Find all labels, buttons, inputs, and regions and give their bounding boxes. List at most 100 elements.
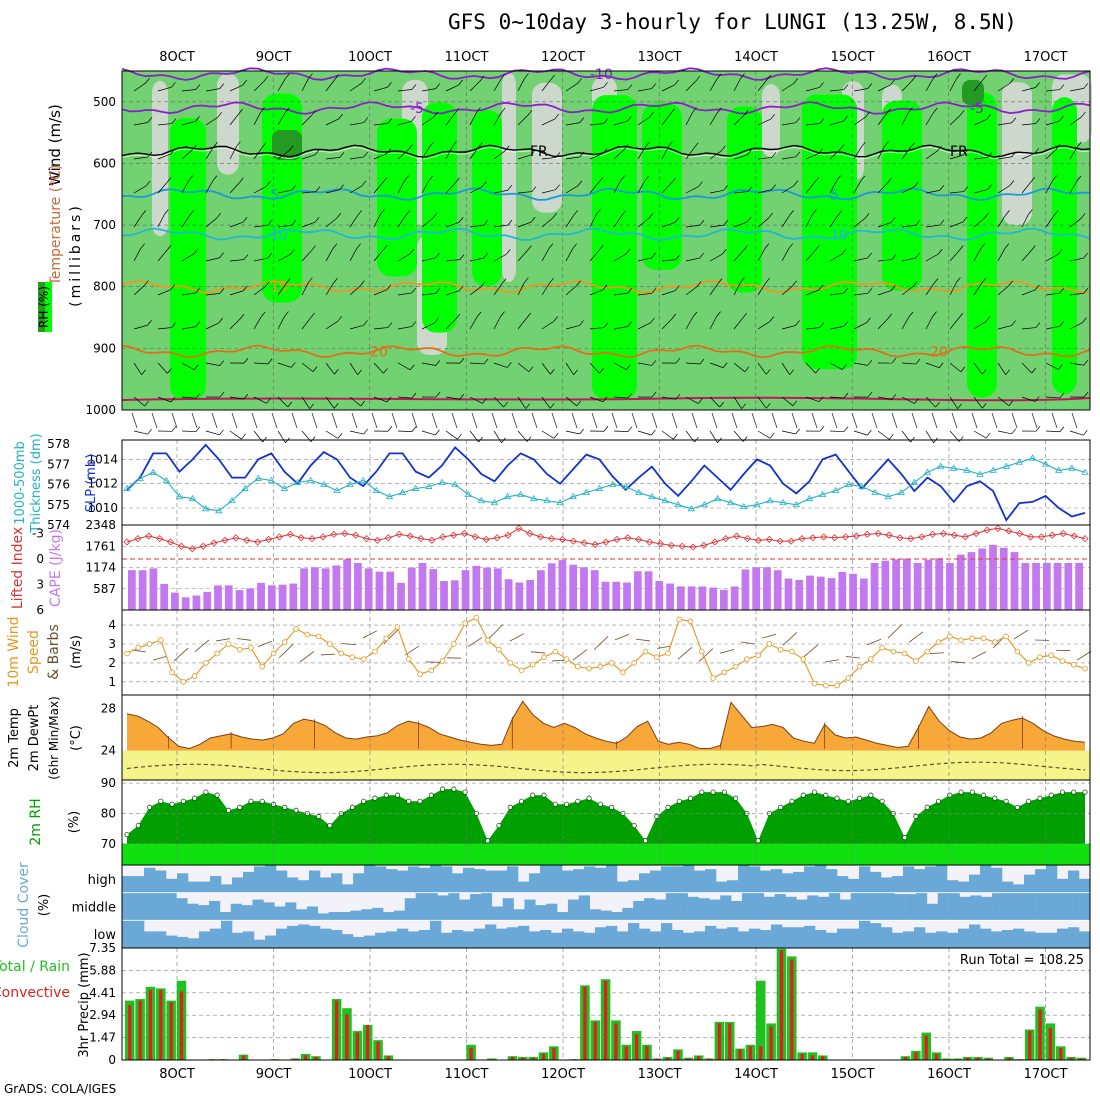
wind-barb: [877, 290, 892, 296]
cloud-bar-middle: [709, 899, 721, 921]
wind-barb: [685, 186, 699, 194]
wind-speed-point: [992, 639, 998, 645]
wind-barb: [723, 185, 729, 191]
cape-tick-label: 2348: [85, 518, 116, 532]
cloud-bar-middle: [122, 892, 134, 921]
wind-barb: [867, 391, 873, 398]
date-label-bottom: 17OCT: [1024, 1067, 1068, 1082]
wind-barb: [308, 73, 313, 79]
wind-barb: [853, 218, 866, 228]
wind-barb: [334, 74, 339, 81]
li-point: [373, 536, 381, 544]
wind-barb: [603, 426, 609, 432]
wind-barb: [795, 117, 801, 123]
wind-barb: [527, 245, 532, 251]
wind-barb: [1045, 89, 1060, 92]
wind-tick-label: 2: [108, 656, 116, 670]
cloud-bar-high: [540, 865, 552, 893]
li-point: [678, 542, 686, 550]
wind-barb-10m: [467, 637, 483, 647]
wind-barb: [853, 146, 862, 160]
wind-barb: [1083, 391, 1089, 398]
surface-wind-barb: [471, 412, 478, 429]
wind-barb: [363, 151, 369, 158]
cape-bar: [870, 562, 879, 610]
cloud-bar-high: [573, 869, 585, 893]
wind-barb: [843, 426, 849, 432]
wind-barb: [218, 317, 223, 324]
rh2m-point: [327, 822, 333, 829]
wind-barb: [962, 216, 968, 223]
wind-barb: [949, 78, 957, 92]
li-point: [319, 533, 327, 541]
wind-barb: [337, 316, 342, 322]
cloud-bar-low: [606, 925, 618, 948]
wind-barb: [1005, 210, 1010, 216]
wind-barb: [637, 362, 652, 366]
wind-barb: [181, 362, 195, 371]
cloud-bar-high: [364, 865, 376, 893]
rh-saturated-region: [962, 80, 984, 105]
wind-barb: [645, 141, 650, 148]
wind-barb: [589, 214, 597, 228]
wind-barb: [997, 396, 1010, 407]
wind-speed-point: [969, 635, 976, 642]
wind-barb: [579, 428, 584, 435]
cape-bar: [666, 583, 674, 610]
wind-barb: [1055, 144, 1061, 150]
thickness-tick-label: 574: [47, 518, 70, 532]
wind-barb: [741, 403, 746, 409]
thickness-point: [753, 500, 761, 508]
wind-barb: [170, 148, 176, 154]
cloud-bar-high: [661, 866, 673, 893]
rh-dry-region: [1002, 82, 1032, 226]
wind-barb: [716, 73, 722, 80]
wind-barb: [253, 316, 262, 330]
wind-barb: [675, 285, 680, 291]
cape-bar: [397, 582, 405, 610]
cape-bar: [569, 564, 578, 610]
wind-barb: [939, 219, 945, 226]
cloud-bar-high: [584, 866, 596, 893]
precip-convective-bar: [603, 980, 608, 1060]
rh2m-point: [1014, 804, 1020, 810]
wind-barb: [925, 253, 939, 262]
cloud-bar-low: [419, 930, 431, 948]
wind-barb: [651, 360, 657, 366]
cloud-bar-low: [397, 928, 409, 948]
wind-barb: [627, 392, 633, 399]
cloud-bar-high: [342, 884, 354, 893]
surface-wind-barb: [271, 412, 278, 429]
thickness-point: [976, 470, 984, 477]
thickness-point: [858, 482, 866, 489]
wind-barb: [229, 182, 240, 194]
cloud-bar-high: [1079, 878, 1091, 893]
wind-barb: [373, 396, 388, 403]
cape-bar: [698, 586, 707, 610]
wind-speed-point: [214, 650, 220, 657]
wind-barb-10m: [530, 651, 546, 654]
cloud-bar-high: [859, 866, 871, 893]
wind-barb: [740, 73, 745, 79]
wind-barb: [435, 83, 441, 89]
wind-barb: [325, 79, 335, 92]
isotherm-label: 20: [930, 344, 948, 360]
wind-barb: [661, 396, 676, 400]
cloud-bar-middle: [807, 895, 819, 921]
cloud-bar-middle: [415, 892, 427, 921]
wind-barb: [888, 434, 894, 440]
wind-barb: [526, 436, 532, 442]
cape-bar: [203, 591, 212, 610]
surface-wind-barb: [991, 412, 998, 429]
rh2m-point: [203, 789, 209, 795]
wind-barb: [565, 396, 578, 407]
cloud-bar-middle: [143, 892, 155, 921]
wind-barb: [253, 396, 267, 404]
li-point: [831, 534, 839, 542]
rh2m-point: [902, 835, 908, 841]
li-point: [776, 537, 784, 545]
cloud-bar-low: [122, 920, 134, 948]
precip-convective-bar: [521, 1057, 525, 1060]
wind-barb: [757, 396, 767, 409]
wind-barb: [661, 146, 669, 160]
